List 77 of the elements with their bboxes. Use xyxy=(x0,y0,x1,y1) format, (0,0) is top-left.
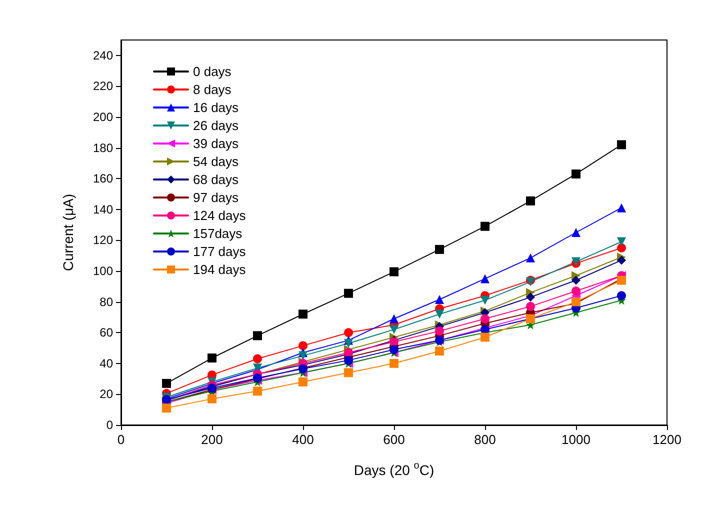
x-tick-label: 800 xyxy=(474,432,496,447)
point xyxy=(526,253,535,262)
x-tick-label: 1000 xyxy=(562,432,590,447)
point xyxy=(253,331,262,340)
legend-label: 157days xyxy=(193,226,243,241)
point xyxy=(162,378,171,388)
point xyxy=(435,326,444,336)
y-tick-label: 120 xyxy=(92,233,114,248)
point xyxy=(253,354,262,364)
point xyxy=(208,394,216,404)
legend-label: 0 days xyxy=(193,64,232,79)
point xyxy=(572,169,580,178)
point xyxy=(435,310,444,319)
point xyxy=(480,314,490,324)
point xyxy=(526,302,535,311)
y-tick-label: 240 xyxy=(92,48,114,62)
point xyxy=(435,244,444,254)
legend-label: 194 days xyxy=(193,262,246,277)
legend-label: 16 days xyxy=(193,100,240,115)
legend-label: 8 days xyxy=(193,82,232,97)
point xyxy=(298,310,308,319)
x-tick-label: 200 xyxy=(201,432,223,447)
point xyxy=(344,288,353,298)
point xyxy=(390,267,398,276)
point xyxy=(344,356,353,365)
point xyxy=(572,228,580,237)
point xyxy=(390,358,398,368)
point xyxy=(480,222,490,231)
legend-label: 39 days xyxy=(193,136,240,151)
point xyxy=(526,196,535,206)
point xyxy=(344,368,353,378)
y-axis-title: Current (μA) xyxy=(60,194,76,272)
point xyxy=(480,332,490,342)
legend-label: 26 days xyxy=(193,118,240,133)
point xyxy=(480,274,490,284)
legend-label: 54 days xyxy=(193,154,240,169)
y-tick-label: 180 xyxy=(92,140,114,155)
x-tick-label: 1200 xyxy=(652,432,682,447)
y-tick-label: 20 xyxy=(100,387,114,402)
point xyxy=(344,328,353,338)
point xyxy=(344,338,353,348)
point xyxy=(390,325,398,334)
point xyxy=(298,341,308,350)
legend-label: 124 days xyxy=(193,208,246,223)
x-tick-label: 600 xyxy=(383,432,405,447)
point xyxy=(435,346,444,356)
point xyxy=(480,296,490,305)
y-tick-label: 140 xyxy=(92,202,114,216)
point xyxy=(298,377,308,386)
y-tick-label: 40 xyxy=(100,356,114,370)
y-tick-label: 80 xyxy=(100,294,114,309)
x-tick-label: 400 xyxy=(292,432,314,447)
point xyxy=(162,404,171,413)
y-tick-label: 60 xyxy=(100,326,114,340)
legend-label: 177 days xyxy=(193,244,246,259)
point xyxy=(572,286,580,296)
legend-label: 97 days xyxy=(193,190,240,205)
point xyxy=(617,291,626,300)
point xyxy=(617,256,626,265)
point xyxy=(617,237,626,246)
point xyxy=(435,294,444,304)
point xyxy=(617,243,626,252)
point xyxy=(572,276,580,285)
legend-label: 68 days xyxy=(193,172,240,187)
point xyxy=(208,354,216,363)
point xyxy=(253,386,262,396)
y-tick-label: 200 xyxy=(92,110,114,124)
y-tick-label: 0 xyxy=(106,418,114,432)
x-tick-label: 0 xyxy=(117,432,125,447)
point xyxy=(617,203,626,212)
point xyxy=(526,292,535,302)
point xyxy=(617,140,626,150)
point xyxy=(390,314,398,324)
y-tick-label: 220 xyxy=(92,79,114,94)
y-tick-label: 160 xyxy=(92,172,114,186)
y-tick-label: 100 xyxy=(92,264,114,278)
point xyxy=(390,345,398,354)
